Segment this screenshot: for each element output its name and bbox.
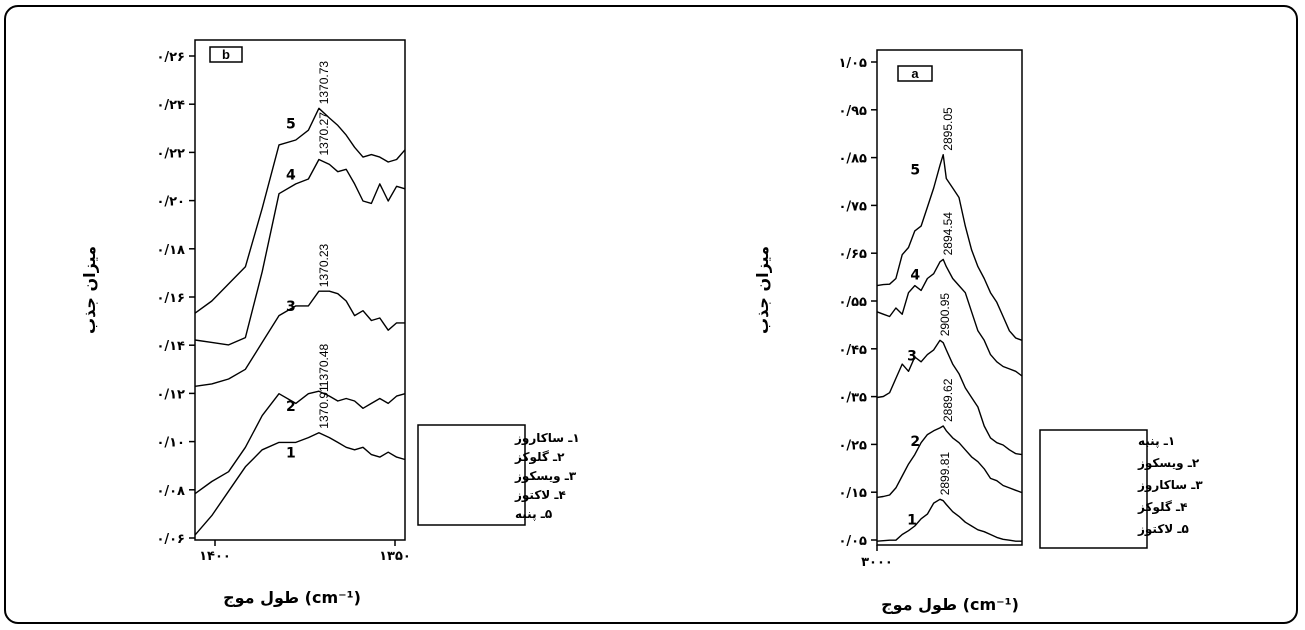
- panel-a-y-tick-label: ۰/۳۵: [838, 391, 867, 406]
- panel-a-y-tick-label: ۰/۹۵: [838, 104, 867, 119]
- panel-b-series-3-peak-label: 1370.23: [317, 243, 331, 287]
- panel-a: a ۰/۰۵ ۰/۱۵ ۰/۲۵ ۰/۳۵ ۰/۴۵ ۰/۵۵ ۰/۶۵ ۰/۷۵ ۰/۸۵ ۰/…: [753, 49, 1203, 614]
- panel-b-y-tick-label: ۰/۲۲: [156, 146, 185, 161]
- figure-frame: [4, 5, 1298, 624]
- panel-b-legend-item: ۳ـ ویسکوز: [514, 469, 577, 484]
- panel-a-y-tick-label: ۰/۴۵: [838, 343, 867, 358]
- panel-a-series-3-peak-label: 2900.95: [938, 293, 952, 337]
- panel-a-x-axis-title: طول موج (cm⁻¹): [881, 595, 1019, 614]
- panel-b-series-2-peak-label: 1370.48: [317, 343, 331, 387]
- panel-b-series-3-number: 3: [286, 299, 296, 315]
- panel-a-y-tick-label: ۰/۵۵: [838, 295, 867, 310]
- panel-b-x-tick-label: ۱۴۰۰: [199, 549, 231, 564]
- panel-a-plot-frame: [876, 49, 1023, 546]
- panel-a-y-tick-label: ۰/۲۵: [838, 438, 867, 453]
- panel-b-y-tick-label: ۰/۰۸: [156, 484, 185, 499]
- panel-b-series-4-peak-label: 1370.27: [317, 112, 331, 156]
- panel-b-series-2-line: [194, 390, 406, 495]
- panel-b-series-1-line: [194, 432, 406, 536]
- panel-a-y-tick-label: ۱/۰۵: [838, 56, 867, 71]
- panel-b-series-3-line: [194, 290, 405, 387]
- panel-a-series-2-line: [876, 425, 1023, 499]
- panel-a-series-1-line: [876, 498, 1022, 542]
- panel-b-legend-item: ۱ـ ساکاروز: [514, 431, 580, 446]
- panel-a-letter-box: [897, 65, 933, 82]
- panel-b-y-tick-label: ۰/۱۸: [156, 243, 185, 258]
- panel-a-series-1-number: 1: [907, 512, 917, 528]
- panel-a-y-tick-label: ۰/۰۵: [838, 534, 867, 549]
- panel-a-y-tick-label: ۰/۷۵: [838, 199, 867, 214]
- panel-b-x-tick-label: ۱۳۵۰: [379, 549, 411, 564]
- panel-b-y-axis-title: میزان جذب: [80, 246, 99, 334]
- panel-b-y-tick-label: ۰/۱۶: [156, 291, 185, 306]
- panel-a-series-5-line: [876, 153, 1023, 341]
- panel-b-series-5-peak-label: 1370.73: [317, 61, 331, 105]
- panel-a-series-4-line: [876, 258, 1023, 377]
- panel-b: b ۰/۰۶ ۰/۰۸ ۰/۱۰ ۰/۱۲ ۰/۱۴ ۰/۱۶ ۰/۱۸ ۰/۲۰ ۰/۲۲ ۰/…: [80, 39, 580, 607]
- panel-b-series-4-number: 4: [286, 168, 296, 184]
- panel-a-series-2-number: 2: [910, 434, 920, 450]
- panel-a-series-5-peak-label: 2895.05: [941, 107, 955, 151]
- panel-b-x-axis-title: طول موج (cm⁻¹): [223, 588, 361, 607]
- panel-a-legend-box: [1039, 429, 1148, 549]
- panel-b-y-tick-label: ۰/۱۴: [156, 339, 185, 354]
- panel-a-y-tick-label: ۰/۱۵: [838, 486, 867, 501]
- panel-a-x-tick-label: ۳۰۰۰: [861, 555, 893, 570]
- panel-a-series-4-number: 4: [910, 267, 920, 283]
- panel-a-legend-item: ۴ـ گلوکز: [1137, 500, 1187, 515]
- panel-b-legend-item: ۴ـ لاکتوز: [514, 488, 566, 503]
- panel-a-legend-item: ۱ـ پنبه: [1138, 434, 1175, 448]
- panel-b-legend-box: [417, 424, 526, 526]
- panel-b-y-tick-label: ۰/۲۴: [156, 98, 185, 113]
- panel-b-series-5-line: [194, 107, 406, 314]
- panel-b-letter-box: [209, 46, 243, 63]
- panel-b-y-tick-label: ۰/۰۶: [156, 532, 185, 547]
- panel-b-plot-frame: [194, 39, 406, 541]
- panel-b-series-4-line: [194, 158, 406, 346]
- panel-a-series-1-peak-label: 2899.81: [938, 452, 952, 496]
- panel-a-series-2-peak-label: 2889.62: [941, 378, 955, 422]
- panel-a-y-tick-label: ۰/۸۵: [838, 152, 867, 167]
- panel-a-series-4-peak-label: 2894.54: [941, 212, 955, 256]
- panel-b-y-tick-label: ۰/۱۰: [156, 436, 185, 451]
- panel-b-series-2-number: 2: [286, 399, 296, 415]
- panel-a-series-3-number: 3: [907, 348, 917, 364]
- panel-b-legend-item: ۲ـ گلوکز: [514, 450, 565, 465]
- panel-b-y-tick-label: ۰/۱۲: [156, 387, 185, 402]
- panel-a-letter: a: [911, 66, 919, 81]
- panel-a-series-3-line: [876, 339, 1023, 456]
- panel-a-series-5-number: 5: [910, 163, 920, 179]
- panel-b-series-1-number: 1: [286, 446, 296, 462]
- panel-a-legend-item: ۲ـ ویسکوز: [1137, 456, 1200, 471]
- panel-a-legend-item: ۳ـ ساکاروز: [1137, 478, 1203, 493]
- panel-b-y-tick-label: ۰/۲۰: [156, 195, 185, 210]
- panel-a-legend-item: ۵ـ لاکتوز: [1137, 522, 1189, 537]
- panel-b-y-tick-label: ۰/۲۶: [156, 50, 185, 65]
- panel-a-y-axis-title: میزان جذب: [753, 246, 772, 334]
- panel-b-legend-item: ۵ـ پنبه: [515, 507, 552, 521]
- panel-b-letter: b: [222, 47, 230, 62]
- panel-b-series-5-number: 5: [286, 116, 296, 132]
- panel-a-y-tick-label: ۰/۶۵: [838, 247, 867, 262]
